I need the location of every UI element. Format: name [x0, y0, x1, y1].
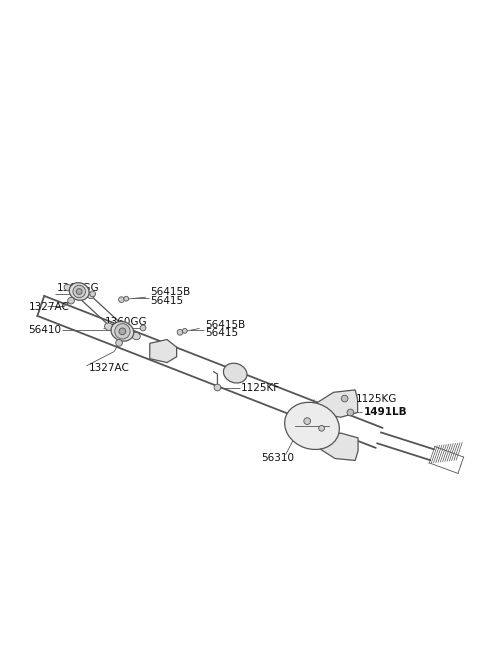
Circle shape: [119, 328, 126, 335]
Ellipse shape: [87, 292, 94, 299]
Ellipse shape: [223, 364, 247, 383]
Text: 1360GG: 1360GG: [57, 283, 99, 293]
Text: 1327AC: 1327AC: [29, 302, 70, 312]
Circle shape: [177, 329, 183, 335]
Text: 1125KG: 1125KG: [356, 394, 397, 403]
Circle shape: [90, 291, 96, 297]
Ellipse shape: [285, 402, 339, 449]
Circle shape: [182, 328, 187, 333]
Text: 56410: 56410: [28, 326, 61, 335]
Text: 56415: 56415: [205, 328, 239, 338]
Polygon shape: [150, 339, 177, 362]
Text: 56310: 56310: [262, 453, 295, 463]
Circle shape: [119, 297, 124, 303]
Circle shape: [140, 325, 146, 331]
Polygon shape: [317, 390, 358, 417]
Text: 1360GG: 1360GG: [105, 317, 147, 328]
Ellipse shape: [64, 284, 72, 291]
Text: 56415B: 56415B: [205, 320, 246, 329]
Text: 1327AC: 1327AC: [89, 364, 130, 373]
Ellipse shape: [111, 322, 134, 341]
Ellipse shape: [69, 283, 89, 300]
Text: 56415B: 56415B: [150, 288, 191, 297]
Circle shape: [304, 418, 311, 424]
Circle shape: [76, 289, 82, 294]
Circle shape: [319, 425, 324, 431]
Circle shape: [347, 409, 354, 416]
Text: 1491LB: 1491LB: [364, 407, 408, 417]
Text: 1125KF: 1125KF: [241, 383, 280, 394]
Circle shape: [124, 296, 129, 301]
Circle shape: [115, 324, 130, 339]
Ellipse shape: [132, 332, 140, 340]
Text: 56415: 56415: [150, 296, 183, 306]
Ellipse shape: [105, 323, 113, 330]
Circle shape: [116, 339, 122, 346]
Circle shape: [214, 384, 221, 391]
Circle shape: [341, 395, 348, 402]
Polygon shape: [318, 433, 358, 460]
Circle shape: [73, 286, 85, 298]
Circle shape: [68, 297, 74, 304]
